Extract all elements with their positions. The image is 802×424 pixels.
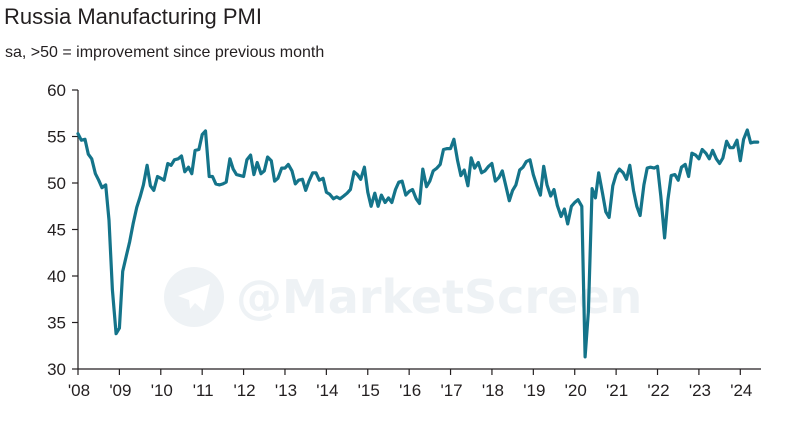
watermark: @MarketScreen	[164, 267, 642, 327]
y-tick-label: 60	[47, 81, 66, 100]
x-tick-label: '18	[482, 381, 504, 400]
chart-title: Russia Manufacturing PMI	[4, 4, 262, 29]
x-tick-label: '16	[399, 381, 421, 400]
x-tick-label: '11	[193, 381, 214, 400]
x-tick-label: '15	[358, 381, 380, 400]
series-line	[76, 128, 760, 359]
y-tick-label: 50	[47, 174, 66, 193]
x-tick-label: '14	[316, 381, 338, 400]
x-tick-label: '23	[689, 381, 711, 400]
y-tick-label: 40	[47, 267, 66, 286]
x-tick-label: '09	[109, 381, 131, 400]
y-tick-label: 30	[47, 360, 66, 379]
y-tick-label: 35	[47, 314, 66, 333]
y-tick-label: 45	[47, 221, 66, 240]
x-tick-label: '12	[233, 381, 255, 400]
telegram-icon	[164, 267, 224, 327]
y-tick-label: 55	[47, 128, 66, 147]
x-tick-label: '24	[730, 381, 752, 400]
watermark-text: @MarketScreen	[236, 270, 642, 324]
x-tick-label: '20	[565, 381, 587, 400]
x-tick-label: '10	[151, 381, 173, 400]
axes	[72, 89, 761, 375]
chart-subtitle: sa, >50 = improvement since previous mon…	[5, 44, 325, 61]
x-tick-label: '17	[440, 381, 462, 400]
x-tick-label: '22	[647, 381, 669, 400]
series-layer	[76, 128, 760, 359]
x-tick-label: '19	[523, 381, 545, 400]
x-tick-label: '13	[275, 381, 297, 400]
x-tick-label: '21	[606, 381, 628, 400]
tick-labels: 30 35 40 45 50 55 60 '08 '09 '10 '11 '12 '13 '14 '15 '1…	[47, 81, 752, 400]
x-tick-label: '08	[68, 381, 90, 400]
